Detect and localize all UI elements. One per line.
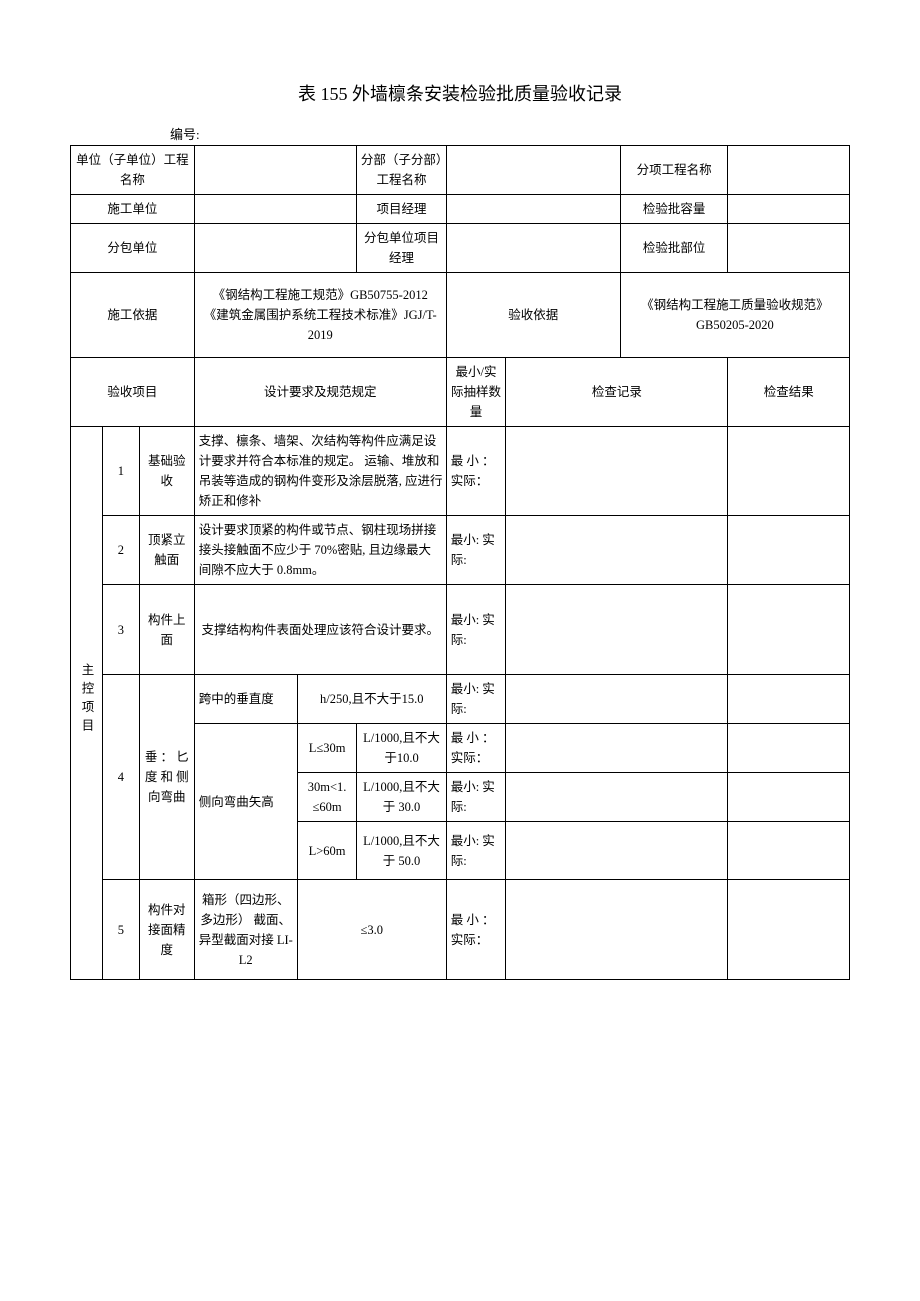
row-result	[728, 773, 850, 822]
batch-cap-label: 检验批容量	[620, 195, 728, 224]
row-sample: 最小: 实际:	[446, 516, 506, 585]
table-row: 分包单位 分包单位项目经理 检验批部位	[71, 224, 850, 273]
item-name-label: 分项工程名称	[620, 146, 728, 195]
sub-name-label: 分部（子分部）工程名称	[357, 146, 446, 195]
col-result: 检查结果	[728, 358, 850, 427]
row-name: 顶紧立触面	[139, 516, 194, 585]
row-no: 5	[103, 880, 140, 980]
row-cond: 30m<1. ≤60m	[297, 773, 357, 822]
table-row: 5 构件对接面精度 箱形（四边形、多边形） 截面、异型截面对接 LI-L2 ≤3…	[71, 880, 850, 980]
row-result	[728, 585, 850, 675]
row-sample: 最 小 ： 实际：	[446, 724, 506, 773]
row-result	[728, 822, 850, 880]
page-title: 表 155 外墙檩条安装检验批质量验收记录	[70, 80, 850, 106]
col-sample: 最小/实际抽样数量	[446, 358, 506, 427]
table-row: 主控项目 1 基础验收 支撑、檩条、墙架、次结构等构件应满足设计要求并符合本标准…	[71, 427, 850, 516]
row-sub-label: 侧向弯曲矢高	[194, 724, 297, 880]
serial-number-label: 编号:	[170, 124, 850, 143]
row-sub-label: 跨中的垂直度	[194, 675, 297, 724]
row-name: 构件上面	[139, 585, 194, 675]
subcontractor-value	[194, 224, 357, 273]
row-req: 设计要求顶紧的构件或节点、钢柱现场拼接接头接触面不应少于 70%密贴, 且边缘最…	[194, 516, 446, 585]
table-row: 单位（子单位）工程名称 分部（子分部）工程名称 分项工程名称	[71, 146, 850, 195]
unit-name-label: 单位（子单位）工程名称	[71, 146, 195, 195]
unit-name-value	[194, 146, 357, 195]
row-sub-val: L/1000,且不大于 50.0	[357, 822, 446, 880]
contractor-label: 施工单位	[71, 195, 195, 224]
item-name-value	[728, 146, 850, 195]
accept-basis-value: 《钢结构工程施工质量验收规范》GB50205-2020	[620, 273, 849, 358]
row-cond: L>60m	[297, 822, 357, 880]
row-sample: 最小: 实际:	[446, 585, 506, 675]
accept-basis-label: 验收依据	[446, 273, 620, 358]
row-sub-val: L/1000,且不大于10.0	[357, 724, 446, 773]
table-row: 验收项目 设计要求及规范规定 最小/实际抽样数量 检查记录 检查结果	[71, 358, 850, 427]
row-req-a: 箱形（四边形、多边形） 截面、异型截面对接 LI-L2	[194, 880, 297, 980]
row-sample: 最 小 ： 实际：	[446, 427, 506, 516]
pm-label: 项目经理	[357, 195, 446, 224]
group-label: 主控项目	[71, 427, 103, 980]
row-result	[728, 675, 850, 724]
row-result	[728, 724, 850, 773]
row-name: 构件对接面精度	[139, 880, 194, 980]
row-req-b: ≤3.0	[297, 880, 446, 980]
row-no: 1	[103, 427, 140, 516]
subcontractor-label: 分包单位	[71, 224, 195, 273]
row-req: 支撑、檩条、墙架、次结构等构件应满足设计要求并符合本标准的规定。 运输、堆放和吊…	[194, 427, 446, 516]
sub-pm-value	[446, 224, 620, 273]
row-sub-val: h/250,且不大于15.0	[297, 675, 446, 724]
row-sample: 最小: 实际:	[446, 675, 506, 724]
table-row: 3 构件上面 支撑结构构件表面处理应该符合设计要求。 最小: 实际:	[71, 585, 850, 675]
contractor-value	[194, 195, 357, 224]
row-name: 基础验收	[139, 427, 194, 516]
col-req: 设计要求及规范规定	[194, 358, 446, 427]
col-record: 检查记录	[506, 358, 728, 427]
sub-name-value	[446, 146, 620, 195]
row-result	[728, 880, 850, 980]
row-record	[506, 773, 728, 822]
inspection-table: 单位（子单位）工程名称 分部（子分部）工程名称 分项工程名称 施工单位 项目经理…	[70, 145, 850, 980]
row-record	[506, 880, 728, 980]
row-record	[506, 585, 728, 675]
row-no: 4	[103, 675, 140, 880]
sub-pm-label: 分包单位项目经理	[357, 224, 446, 273]
row-cond: L≤30m	[297, 724, 357, 773]
table-row: 施工依据 《钢结构工程施工规范》GB50755-2012 《建筑金属围护系统工程…	[71, 273, 850, 358]
row-sample: 最 小 ： 实际：	[446, 880, 506, 980]
row-record	[506, 516, 728, 585]
row-result	[728, 516, 850, 585]
row-record	[506, 427, 728, 516]
row-no: 3	[103, 585, 140, 675]
row-sample: 最小: 实际:	[446, 773, 506, 822]
col-item: 验收项目	[71, 358, 195, 427]
batch-cap-value	[728, 195, 850, 224]
row-sample: 最小: 实际:	[446, 822, 506, 880]
batch-loc-label: 检验批部位	[620, 224, 728, 273]
row-record	[506, 724, 728, 773]
row-record	[506, 822, 728, 880]
row-result	[728, 427, 850, 516]
row-record	[506, 675, 728, 724]
table-row: 施工单位 项目经理 检验批容量	[71, 195, 850, 224]
basis-label: 施工依据	[71, 273, 195, 358]
row-name: 垂 ： 匕度 和 侧向弯曲	[139, 675, 194, 880]
row-no: 2	[103, 516, 140, 585]
table-row: 2 顶紧立触面 设计要求顶紧的构件或节点、钢柱现场拼接接头接触面不应少于 70%…	[71, 516, 850, 585]
row-sub-val: L/1000,且不大于 30.0	[357, 773, 446, 822]
row-req: 支撑结构构件表面处理应该符合设计要求。	[194, 585, 446, 675]
basis-value: 《钢结构工程施工规范》GB50755-2012 《建筑金属围护系统工程技术标准》…	[194, 273, 446, 358]
table-row: 4 垂 ： 匕度 和 侧向弯曲 跨中的垂直度 h/250,且不大于15.0 最小…	[71, 675, 850, 724]
batch-loc-value	[728, 224, 850, 273]
pm-value	[446, 195, 620, 224]
